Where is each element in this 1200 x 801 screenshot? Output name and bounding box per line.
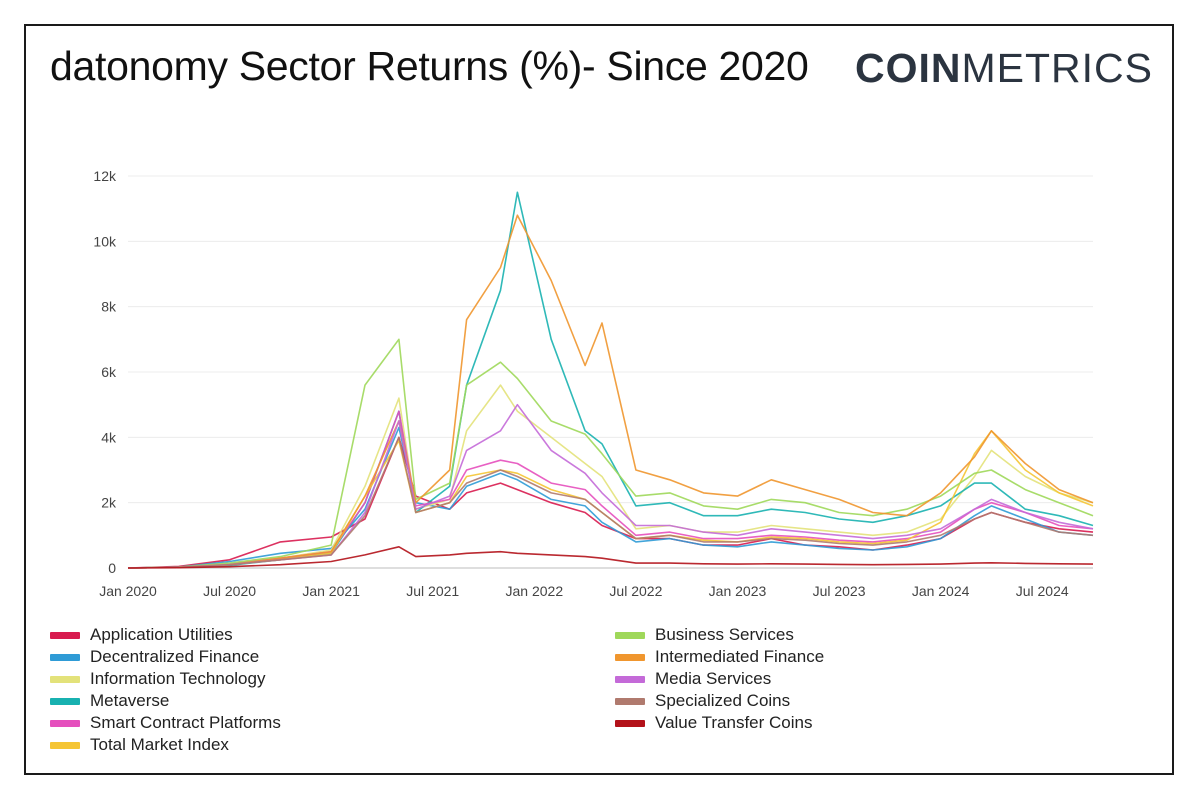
chart-frame	[24, 24, 1174, 775]
grid-lines	[128, 175, 1093, 569]
legend-swatch	[50, 741, 80, 749]
legend-item[interactable]: Value Transfer Coins	[615, 712, 812, 734]
legend-swatch	[615, 697, 645, 705]
logo-text-metrics: METRICS	[961, 45, 1153, 91]
y-tick-label: 6k	[101, 364, 117, 380]
legend-label: Information Technology	[90, 669, 266, 688]
x-tick-label: Jan 2024	[912, 583, 970, 599]
series-line-metaverse	[127, 191, 1094, 569]
legend-item[interactable]: Decentralized Finance	[50, 646, 259, 668]
legend-swatch	[50, 719, 80, 727]
legend-label: Media Services	[655, 669, 772, 688]
x-tick-label: Jul 2021	[406, 583, 459, 599]
x-tick-label: Jan 2020	[99, 583, 157, 599]
x-tick-label: Jan 2021	[302, 583, 360, 599]
legend-swatch	[50, 653, 80, 661]
y-tick-label: 8k	[101, 299, 117, 315]
x-tick-label: Jul 2023	[813, 583, 866, 599]
x-tick-label: Jul 2022	[609, 583, 662, 599]
legend-label: Application Utilities	[90, 625, 233, 644]
legend-item[interactable]: Business Services	[615, 624, 794, 646]
legend-item[interactable]: Application Utilities	[50, 624, 233, 646]
legend-item[interactable]: Total Market Index	[50, 734, 229, 756]
legend-label: Business Services	[655, 625, 794, 644]
series-lines	[127, 191, 1094, 569]
legend-swatch	[50, 675, 80, 683]
y-tick-label: 10k	[93, 233, 117, 249]
x-tick-label: Jul 2020	[203, 583, 256, 599]
legend-swatch	[50, 697, 80, 705]
x-tick-label: Jul 2024	[1016, 583, 1069, 599]
legend-swatch	[615, 631, 645, 639]
logo-text-coin: COIN	[855, 45, 962, 91]
legend-item[interactable]: Intermediated Finance	[615, 646, 824, 668]
legend-swatch	[50, 631, 80, 639]
legend-swatch	[615, 653, 645, 661]
series-line-intermediated-finance	[127, 214, 1094, 569]
x-axis: Jan 2020 Jul 2020 Jan 2021 Jul 2021 Jan 2022…	[99, 583, 1069, 599]
legend-label: Metaverse	[90, 691, 170, 710]
x-tick-label: Jan 2022	[506, 583, 564, 599]
chart-title: datonomy Sector Returns (%)- Since 2020	[50, 43, 809, 89]
legend-item[interactable]: Smart Contract Platforms	[50, 712, 281, 734]
legend-swatch	[615, 675, 645, 683]
legend-item[interactable]: Specialized Coins	[615, 690, 790, 712]
y-tick-label: 0	[108, 560, 116, 576]
series-line-smart-contract-platforms	[127, 410, 1094, 569]
legend-item[interactable]: Information Technology	[50, 668, 265, 690]
coinmetrics-logo: COINMETRICS	[855, 46, 1153, 90]
series-line-media-services	[127, 403, 1094, 569]
y-axis: 0 2k 4k 6k 8k 10k 12k	[93, 168, 117, 576]
legend-label: Decentralized Finance	[90, 647, 260, 666]
legend-label: Smart Contract Platforms	[90, 713, 281, 732]
y-tick-label: 2k	[101, 495, 117, 511]
x-tick-label: Jan 2023	[709, 583, 767, 599]
series-line-information-technology	[127, 384, 1094, 569]
y-tick-label: 12k	[93, 168, 117, 184]
legend-label: Intermediated Finance	[655, 647, 825, 666]
legend-swatch	[615, 719, 645, 727]
legend-label: Total Market Index	[90, 735, 229, 754]
legend-item[interactable]: Metaverse	[50, 690, 169, 712]
series-line-specialized-coins	[127, 436, 1094, 569]
series-line-total-market-index	[127, 429, 1094, 569]
series-line-decentralized-finance	[127, 426, 1094, 569]
series-line-business-services	[127, 338, 1094, 569]
legend: Application Utilities Decentralized Finan…	[50, 624, 1140, 764]
y-tick-label: 4k	[101, 429, 117, 445]
series-line-value-transfer-coins	[127, 545, 1094, 569]
legend-item[interactable]: Media Services	[615, 668, 771, 690]
legend-label: Specialized Coins	[655, 691, 791, 710]
legend-label: Value Transfer Coins	[655, 713, 813, 732]
